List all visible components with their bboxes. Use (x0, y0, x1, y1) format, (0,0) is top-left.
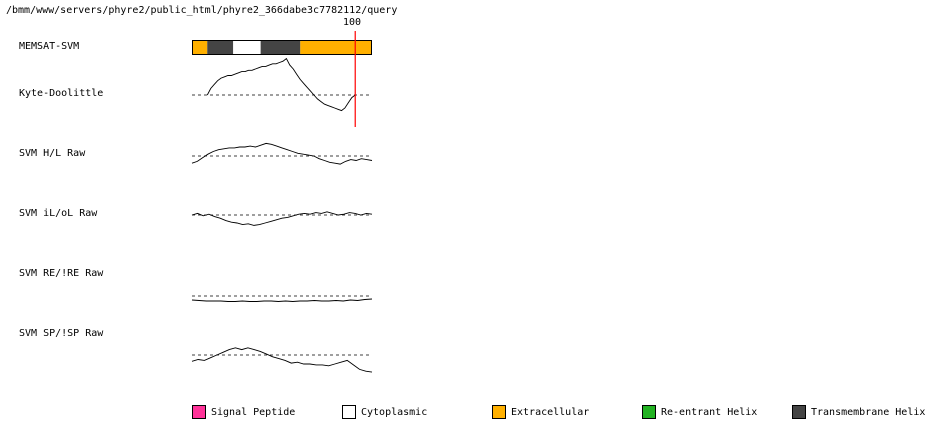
legend-label-transmembrane-helix: Transmembrane Helix (811, 407, 926, 418)
track-label-sp: SVM SP/!SP Raw (19, 328, 104, 339)
memsat-segment-extracellular (192, 40, 208, 55)
legend-swatch-re-entrant-helix (642, 405, 656, 419)
track-line-svm-il-ol-raw (191, 211, 373, 226)
memsat-segment-extracellular (300, 40, 372, 55)
memsat-segment-transmembrane-helix (207, 40, 234, 55)
memsat-label: MEMSAT-SVM (19, 41, 80, 52)
legend-swatch-cytoplasmic (342, 405, 356, 419)
legend-label-signal-peptide: Signal Peptide (211, 407, 296, 418)
track-label-kd: Kyte-Doolittle (19, 88, 104, 99)
query-path: /bmm/www/servers/phyre2/public_html/phyr… (6, 5, 398, 16)
track-line-kyte-doolittle (206, 57, 356, 112)
legend-label-extracellular: Extracellular (511, 407, 590, 418)
track-label-hl: SVM H/L Raw (19, 148, 86, 159)
legend-swatch-signal-peptide (192, 405, 206, 419)
legend-swatch-extracellular (492, 405, 506, 419)
track-line-svm-h-l-raw (191, 142, 373, 165)
track-line-svm-re-re-raw (191, 298, 373, 302)
track-label-re: SVM RE/!RE Raw (19, 268, 104, 279)
track-line-svm-sp-sp-raw (191, 347, 373, 373)
legend-swatch-transmembrane-helix (792, 405, 806, 419)
memsat-segment-cytoplasmic (233, 40, 261, 55)
legend-label-cytoplasmic: Cytoplasmic (361, 407, 428, 418)
legend-label-re-entrant-helix: Re-entrant Helix (661, 407, 758, 418)
memsat-segment-transmembrane-helix (260, 40, 301, 55)
marker-label: 100 (343, 17, 362, 28)
track-label-il-ol: SVM iL/oL Raw (19, 208, 98, 219)
memsat-bar-outline (192, 40, 372, 55)
